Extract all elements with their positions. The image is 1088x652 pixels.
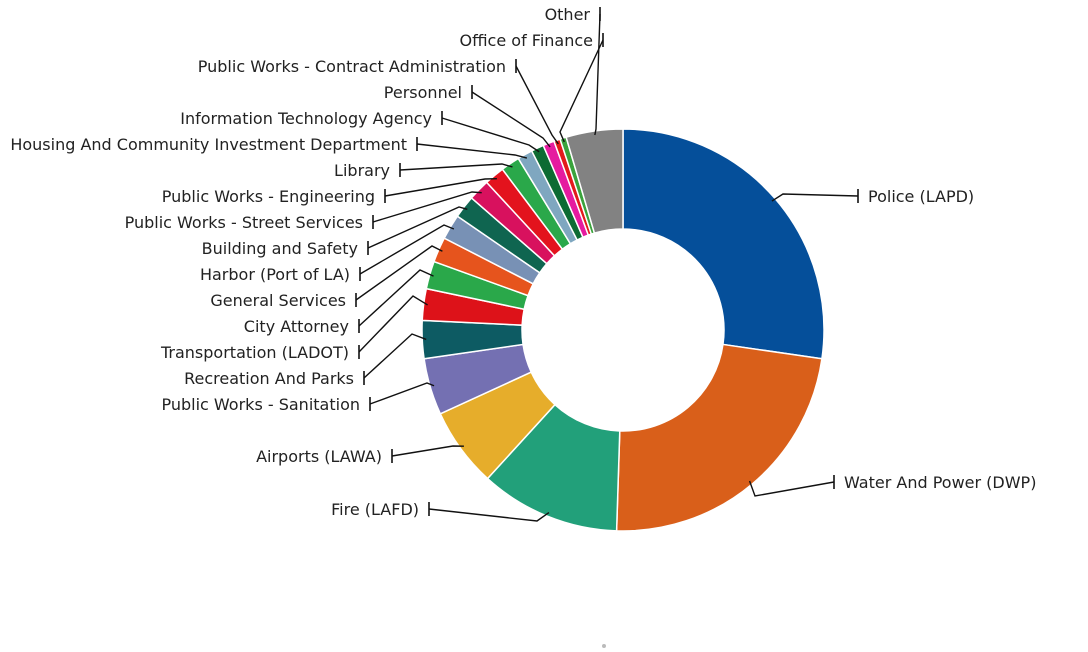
leader-line-office-of-finance <box>559 39 604 143</box>
slice-label-housing-and-community-investment-department: Housing And Community Investment Departm… <box>10 135 407 154</box>
slice-label-general-services: General Services <box>210 291 346 310</box>
leader-line-public-works-street-services <box>372 191 482 223</box>
leader-line-fire-lafd <box>428 508 550 522</box>
slice-water-and-power-dwp <box>615 343 823 532</box>
slice-label-recreation-and-parks: Recreation And Parks <box>184 369 354 388</box>
leader-line-public-works-contract-administration <box>515 65 559 145</box>
leader-line-personnel <box>471 91 551 148</box>
slice-label-public-works-sanitation: Public Works - Sanitation <box>161 395 360 414</box>
slices-group <box>421 128 825 532</box>
slice-label-fire-lafd: Fire (LAFD) <box>331 500 419 519</box>
leader-line-police-lapd <box>771 193 859 202</box>
labels-group: Police (LAPD) Water And Power (DWP) Fire (… <box>10 5 1036 519</box>
decorative-dot <box>602 644 606 648</box>
slice-label-information-technology-agency: Information Technology Agency <box>180 109 432 128</box>
slice-label-city-attorney: City Attorney <box>244 317 349 336</box>
slice-label-police-lapd: Police (LAPD) <box>868 187 974 206</box>
slice-label-building-and-safety: Building and Safety <box>202 239 358 258</box>
leader-line-other <box>594 13 601 136</box>
slice-label-public-works-contract-administration: Public Works - Contract Administration <box>198 57 506 76</box>
leader-line-information-technology-agency <box>441 117 540 153</box>
leader-line-airports-lawa <box>391 445 464 457</box>
slice-label-water-and-power-dwp: Water And Power (DWP) <box>844 473 1036 492</box>
slice-label-library: Library <box>334 161 390 180</box>
leader-line-water-and-power-dwp <box>748 480 835 497</box>
leader-line-public-works-sanitation <box>369 382 435 405</box>
slice-label-transportation-ladot: Transportation (LADOT) <box>160 343 349 362</box>
leader-lines-group <box>355 7 859 522</box>
slice-label-personnel: Personnel <box>384 83 462 102</box>
slice-label-harbor-port-of-la: Harbor (Port of LA) <box>200 265 350 284</box>
slice-label-office-of-finance: Office of Finance <box>459 31 593 50</box>
leader-line-recreation-and-parks <box>363 333 427 379</box>
leader-line-library <box>399 163 513 171</box>
slice-label-public-works-engineering: Public Works - Engineering <box>162 187 375 206</box>
slice-label-other: Other <box>545 5 591 24</box>
leader-line-harbor-port-of-la <box>359 224 455 275</box>
leader-line-building-and-safety <box>367 206 468 249</box>
slice-label-airports-lawa: Airports (LAWA) <box>256 447 382 466</box>
slice-label-public-works-street-services: Public Works - Street Services <box>125 213 363 232</box>
leader-line-housing-and-community-investment-department <box>416 143 528 159</box>
slice-other <box>565 128 624 235</box>
leader-line-city-attorney <box>358 269 434 327</box>
leader-line-transportation-ladot <box>358 295 428 353</box>
leader-line-public-works-engineering <box>384 177 497 197</box>
leader-line-general-services <box>355 245 443 301</box>
slice-police-lapd <box>622 128 825 360</box>
